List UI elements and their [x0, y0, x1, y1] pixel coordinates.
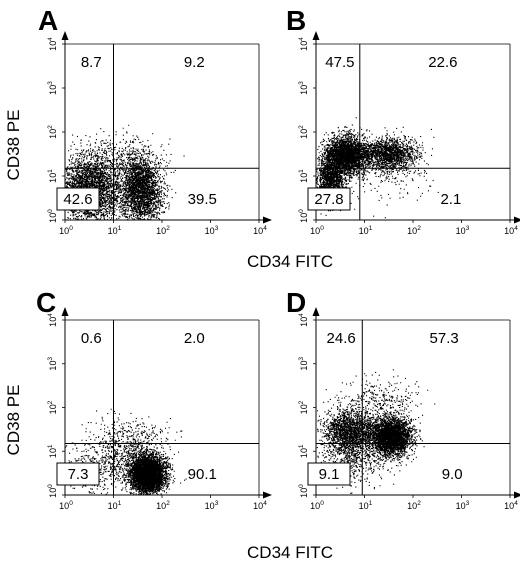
- y-tick-label: 103: [298, 81, 309, 95]
- event-dot-cloud: [65, 408, 187, 495]
- x-tick-label: 103: [205, 500, 219, 511]
- x-tick-label: 101: [108, 225, 122, 236]
- quadrant-upper-left-value: 8.7: [81, 54, 102, 71]
- x-tick-label: 100: [310, 500, 324, 511]
- x-tick-label: 102: [407, 225, 421, 236]
- x-tick-label: 101: [359, 225, 373, 236]
- y-tick-label: 103: [47, 81, 58, 95]
- y-tick-label: 103: [47, 357, 58, 371]
- y-tick-label: 101: [298, 169, 309, 183]
- event-dot-cloud: [316, 369, 436, 494]
- y-tick-label: 100: [47, 209, 58, 223]
- y-tick-label: 100: [298, 209, 309, 223]
- x-tick-label: 102: [156, 225, 170, 236]
- quadrant-lower-right-value: 39.5: [188, 191, 217, 208]
- quadrant-upper-right-value: 2.0: [184, 330, 205, 347]
- y-tick-label: 101: [47, 169, 58, 183]
- x-tick-label: 102: [156, 500, 170, 511]
- x-tick-label: 101: [359, 500, 373, 511]
- x-tick-label: 100: [59, 500, 73, 511]
- x-tick-label: 104: [253, 225, 267, 236]
- y-tick-label: 104: [47, 313, 58, 327]
- y-axis-arrow: [61, 307, 69, 316]
- y-axis-label-bottom: CD38 PE: [4, 385, 23, 456]
- event-dots: [316, 369, 436, 494]
- y-axis-arrow: [312, 31, 320, 40]
- y-tick-label: 102: [298, 125, 309, 139]
- x-axis-arrow: [514, 491, 520, 499]
- x-tick-label: 104: [253, 500, 267, 511]
- boxed-quadrant-frame: [56, 187, 100, 211]
- boxed-quadrant-frame: [307, 187, 351, 211]
- y-axis-arrow: [312, 307, 320, 316]
- x-tick-label: 104: [504, 500, 518, 511]
- x-axis-arrow: [514, 216, 520, 224]
- quadrant-upper-left-value: 24.6: [327, 330, 356, 347]
- event-dots: [65, 408, 187, 495]
- panel-letter-c: C: [36, 287, 56, 318]
- y-tick-label: 102: [47, 400, 58, 414]
- x-axis-arrow: [263, 216, 272, 224]
- quadrant-lower-left-value: 27.8: [314, 191, 343, 208]
- panel-letter-d: D: [286, 287, 306, 318]
- y-tick-label: 104: [298, 37, 309, 51]
- figure-shared-labels: CD38 PE CD34 FITC CD38 PE CD34 FITC: [4, 110, 333, 562]
- x-tick-label: 100: [59, 225, 73, 236]
- x-tick-label: 102: [407, 500, 421, 511]
- x-axis-label-top: CD34 FITC: [247, 252, 333, 271]
- x-axis-arrow: [263, 491, 272, 499]
- quadrant-upper-right-value: 57.3: [430, 330, 459, 347]
- y-tick-label: 103: [298, 357, 309, 371]
- y-tick-label: 102: [298, 400, 309, 414]
- x-axis-label-bottom: CD34 FITC: [247, 543, 333, 562]
- quadrant-upper-right-value: 9.2: [184, 54, 205, 71]
- quadrant-lower-left-value: 9.1: [319, 466, 340, 483]
- y-axis-arrow: [61, 31, 69, 40]
- quadrant-lower-right-value: 9.0: [442, 466, 463, 483]
- x-tick-label: 104: [504, 225, 518, 236]
- event-dots: [316, 117, 439, 219]
- event-dot-cloud: [316, 117, 439, 219]
- boxed-quadrant-frame: [56, 462, 100, 486]
- y-tick-label: 101: [298, 444, 309, 458]
- y-tick-label: 102: [47, 125, 58, 139]
- quadrant-upper-left-value: 0.6: [81, 330, 102, 347]
- y-tick-label: 104: [47, 37, 58, 51]
- y-tick-label: 100: [47, 484, 58, 498]
- quadrant-upper-right-value: 22.6: [428, 54, 457, 71]
- x-tick-label: 103: [456, 500, 470, 511]
- x-tick-label: 100: [310, 225, 324, 236]
- panel-letter-a: A: [38, 5, 58, 36]
- boxed-quadrant-frame: [307, 462, 351, 486]
- y-tick-label: 104: [298, 313, 309, 327]
- x-tick-label: 101: [108, 500, 122, 511]
- quadrant-lower-right-value: 90.1: [188, 466, 217, 483]
- x-tick-label: 103: [456, 225, 470, 236]
- x-tick-label: 103: [205, 225, 219, 236]
- quadrant-lower-right-value: 2.1: [440, 191, 461, 208]
- panel-letter-b: B: [286, 5, 306, 36]
- quadrant-upper-left-value: 47.5: [325, 54, 354, 71]
- y-axis-label-top: CD38 PE: [4, 110, 23, 181]
- y-tick-label: 100: [298, 484, 309, 498]
- y-tick-label: 101: [47, 444, 58, 458]
- quadrant-lower-left-value: 42.6: [63, 191, 92, 208]
- quadrant-lower-left-value: 7.3: [68, 466, 89, 483]
